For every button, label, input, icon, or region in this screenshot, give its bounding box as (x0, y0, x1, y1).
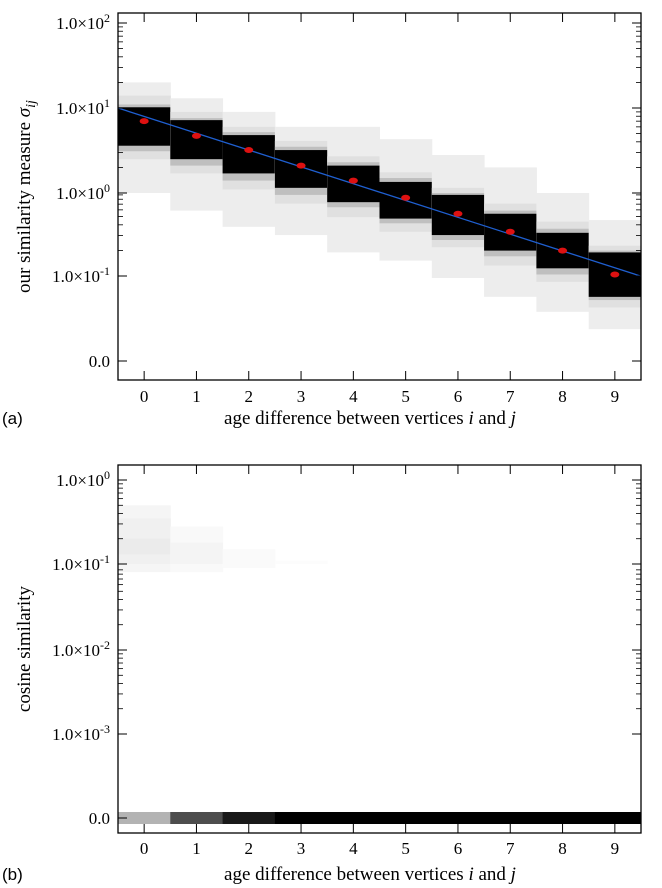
zero-bin-cell (327, 812, 380, 824)
zero-bin-cell (588, 812, 642, 824)
y-tick-label: 1.0×10-3 (52, 722, 110, 744)
heatmap-cells (118, 82, 642, 330)
mean-point (401, 194, 411, 201)
zero-bin-cell (536, 812, 590, 824)
y-tick-label: 1.0×100 (56, 181, 110, 203)
heatmap-cell (274, 150, 328, 188)
y-tick-label: 1.0×100 (56, 468, 110, 490)
zero-bin-cell (222, 812, 276, 824)
mean-point (348, 177, 358, 184)
mean-point (191, 132, 201, 139)
panel-label: (b) (2, 865, 23, 884)
x-axis-title: age difference between vertices i and j (224, 864, 516, 885)
x-tick-label: 9 (611, 387, 620, 406)
mean-point (505, 228, 515, 235)
mean-point (558, 247, 568, 254)
x-tick-label: 5 (401, 387, 410, 406)
heatmap-cell (222, 549, 276, 568)
x-tick-label: 0 (140, 387, 149, 406)
y-tick-label: 1.0×10-1 (52, 264, 110, 286)
x-tick-label: 3 (297, 839, 306, 858)
x-tick-label: 7 (506, 387, 515, 406)
x-tick-label: 2 (245, 839, 254, 858)
heatmap-cell (222, 135, 276, 174)
x-tick-label: 6 (454, 387, 463, 406)
mean-point (296, 162, 306, 169)
heatmap-cell (118, 107, 171, 146)
plot-frame (117, 12, 642, 381)
heatmap-cell (274, 560, 328, 564)
panel-label: (a) (2, 409, 23, 428)
y-tick-label: 1.0×10-1 (52, 552, 110, 574)
heatmap-cell (170, 542, 224, 564)
mean-point (244, 147, 254, 154)
x-tick-label: 2 (245, 387, 254, 406)
x-tick-label: 4 (349, 839, 358, 858)
plot-frame (117, 464, 642, 834)
x-tick-label: 8 (558, 387, 567, 406)
mean-point (453, 210, 463, 217)
x-tick-label: 7 (506, 839, 515, 858)
zero-bin-cell (484, 812, 537, 824)
y-axis-title: cosine similarity (14, 585, 35, 712)
x-tick-label: 1 (192, 839, 201, 858)
mean-point (139, 118, 149, 125)
x-axis-title: age difference between vertices i and j (224, 408, 516, 429)
y-tick-label: 0.0 (89, 809, 110, 828)
y-tick-label: 1.0×102 (56, 11, 110, 33)
x-tick-label: 8 (558, 839, 567, 858)
x-tick-label: 6 (454, 839, 463, 858)
zero-bin-cell (379, 812, 433, 824)
y-tick-label: 1.0×10-2 (52, 638, 110, 660)
zero-bin-cell (170, 812, 224, 824)
y-axis-title: our similarity measure σij (14, 100, 39, 293)
x-tick-label: 0 (140, 839, 149, 858)
zero-bin-cell (431, 812, 485, 824)
y-tick-label: 1.0×101 (56, 96, 110, 118)
chart-panel-b: 1.0×100 1.0×10-1 1.0×10-2 1.0×10-3 0.0 0 1 2 3 4 5… (2, 464, 642, 885)
heatmap-cells (118, 505, 642, 824)
x-tick-label: 1 (192, 387, 201, 406)
x-tick-label: 5 (401, 839, 410, 858)
zero-bin-cell (274, 812, 328, 824)
chart-panel-a: 1.0×102 1.0×101 1.0×100 1.0×10-1 0.0 0 1 2 3 4 5 6 7… (2, 11, 642, 429)
x-tick-label: 4 (349, 387, 358, 406)
zero-bin-cell (118, 812, 171, 824)
fit-line (117, 107, 642, 277)
heatmap-cell (118, 538, 171, 555)
x-tick-label: 9 (611, 839, 620, 858)
x-tick-label: 3 (297, 387, 306, 406)
mean-point (610, 271, 620, 278)
y-tick-label: 0.0 (89, 352, 110, 371)
